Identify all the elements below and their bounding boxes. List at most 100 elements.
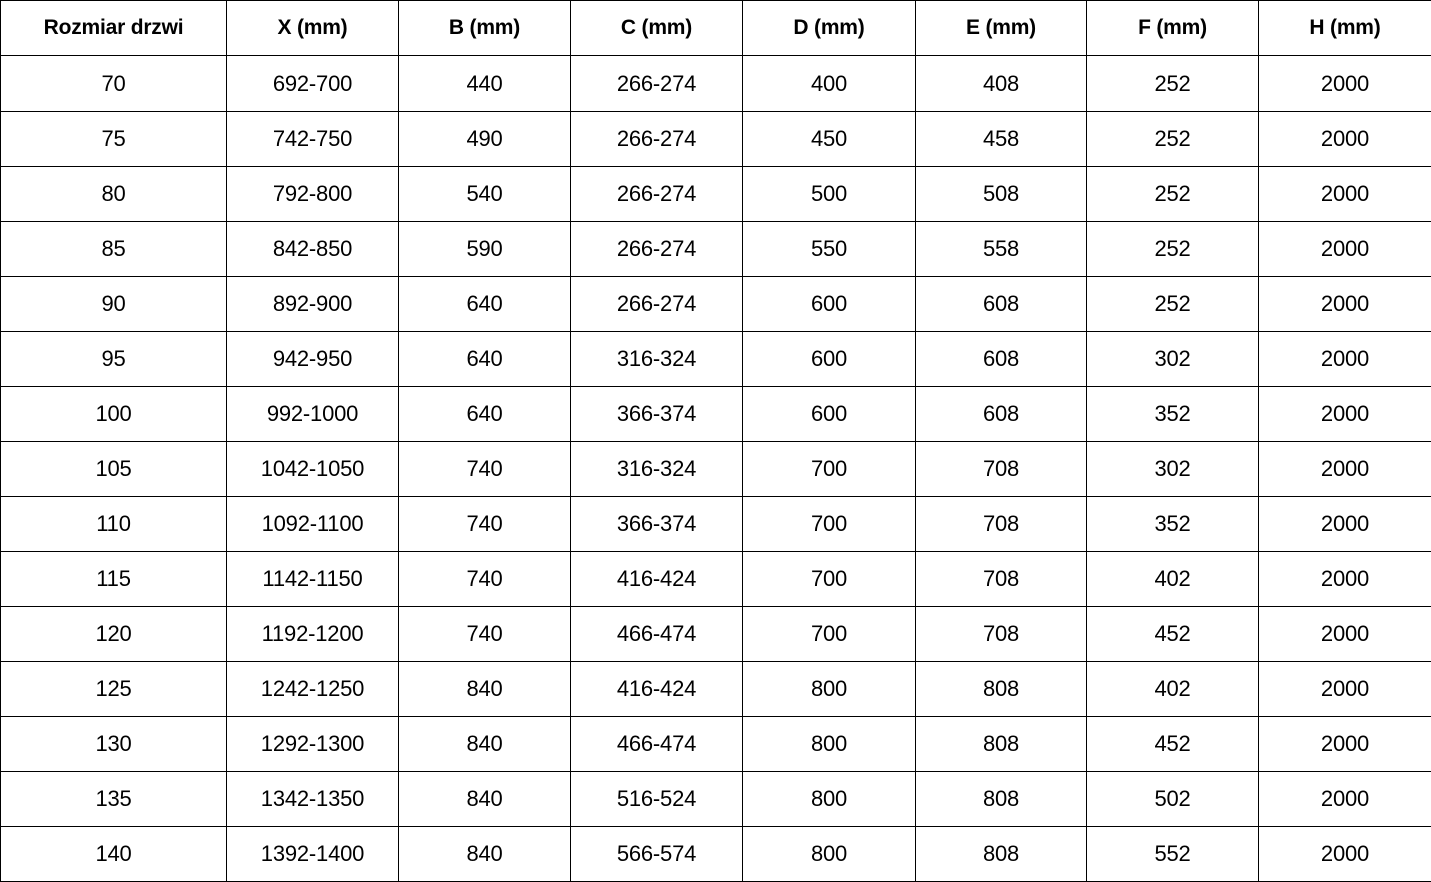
table-cell: 85 xyxy=(1,222,227,277)
table-cell: 800 xyxy=(743,717,916,772)
table-cell: 266-274 xyxy=(571,56,743,112)
table-cell: 402 xyxy=(1087,662,1259,717)
table-cell: 80 xyxy=(1,167,227,222)
table-cell: 840 xyxy=(399,717,571,772)
table-cell: 708 xyxy=(916,552,1087,607)
table-cell: 252 xyxy=(1087,112,1259,167)
table-cell: 115 xyxy=(1,552,227,607)
table-cell: 792-800 xyxy=(227,167,399,222)
table-cell: 416-424 xyxy=(571,552,743,607)
table-cell: 302 xyxy=(1087,442,1259,497)
table-cell: 316-324 xyxy=(571,332,743,387)
table-cell: 700 xyxy=(743,442,916,497)
column-header-d: D (mm) xyxy=(743,1,916,56)
table-cell: 700 xyxy=(743,497,916,552)
table-cell: 2000 xyxy=(1259,717,1431,772)
table-cell: 316-324 xyxy=(571,442,743,497)
table-cell: 840 xyxy=(399,662,571,717)
table-cell: 516-524 xyxy=(571,772,743,827)
table-cell: 808 xyxy=(916,662,1087,717)
table-cell: 1342-1350 xyxy=(227,772,399,827)
table-cell: 90 xyxy=(1,277,227,332)
table-header-row: Rozmiar drzwi X (mm) B (mm) C (mm) D (mm… xyxy=(1,1,1431,56)
table-cell: 540 xyxy=(399,167,571,222)
table-cell: 1192-1200 xyxy=(227,607,399,662)
column-header-f: F (mm) xyxy=(1087,1,1259,56)
table-cell: 450 xyxy=(743,112,916,167)
table-cell: 1042-1050 xyxy=(227,442,399,497)
table-cell: 608 xyxy=(916,277,1087,332)
table-cell: 252 xyxy=(1087,277,1259,332)
table-cell: 742-750 xyxy=(227,112,399,167)
table-cell: 842-850 xyxy=(227,222,399,277)
table-cell: 2000 xyxy=(1259,56,1431,112)
table-cell: 600 xyxy=(743,277,916,332)
table-cell: 252 xyxy=(1087,56,1259,112)
table-cell: 608 xyxy=(916,387,1087,442)
table-cell: 352 xyxy=(1087,497,1259,552)
table-cell: 600 xyxy=(743,387,916,442)
table-cell: 2000 xyxy=(1259,277,1431,332)
table-cell: 992-1000 xyxy=(227,387,399,442)
table-cell: 458 xyxy=(916,112,1087,167)
table-cell: 590 xyxy=(399,222,571,277)
table-cell: 100 xyxy=(1,387,227,442)
table-cell: 640 xyxy=(399,387,571,442)
table-cell: 366-374 xyxy=(571,387,743,442)
table-cell: 508 xyxy=(916,167,1087,222)
column-header-x: X (mm) xyxy=(227,1,399,56)
table-cell: 2000 xyxy=(1259,662,1431,717)
table-cell: 2000 xyxy=(1259,387,1431,442)
table-cell: 252 xyxy=(1087,222,1259,277)
table-cell: 2000 xyxy=(1259,332,1431,387)
table-cell: 566-574 xyxy=(571,827,743,882)
table-cell: 1242-1250 xyxy=(227,662,399,717)
table-cell: 800 xyxy=(743,827,916,882)
table-cell: 640 xyxy=(399,332,571,387)
table-cell: 552 xyxy=(1087,827,1259,882)
table-cell: 1392-1400 xyxy=(227,827,399,882)
table-cell: 452 xyxy=(1087,607,1259,662)
table-cell: 1092-1100 xyxy=(227,497,399,552)
table-cell: 640 xyxy=(399,277,571,332)
table-cell: 600 xyxy=(743,332,916,387)
table-cell: 416-424 xyxy=(571,662,743,717)
table-cell: 2000 xyxy=(1259,607,1431,662)
table-cell: 840 xyxy=(399,772,571,827)
table-cell: 550 xyxy=(743,222,916,277)
table-cell: 70 xyxy=(1,56,227,112)
table-cell: 302 xyxy=(1087,332,1259,387)
column-header-e: E (mm) xyxy=(916,1,1087,56)
table-cell: 266-274 xyxy=(571,277,743,332)
table-cell: 352 xyxy=(1087,387,1259,442)
table-cell: 708 xyxy=(916,442,1087,497)
table-cell: 502 xyxy=(1087,772,1259,827)
table-cell: 105 xyxy=(1,442,227,497)
table-cell: 942-950 xyxy=(227,332,399,387)
table-cell: 708 xyxy=(916,497,1087,552)
table-cell: 2000 xyxy=(1259,552,1431,607)
table-cell: 75 xyxy=(1,112,227,167)
table-cell: 1142-1150 xyxy=(227,552,399,607)
table-cell: 135 xyxy=(1,772,227,827)
table-cell: 266-274 xyxy=(571,167,743,222)
table-cell: 266-274 xyxy=(571,222,743,277)
table-cell: 110 xyxy=(1,497,227,552)
table-header: Rozmiar drzwi X (mm) B (mm) C (mm) D (mm… xyxy=(1,1,1431,56)
table-cell: 140 xyxy=(1,827,227,882)
table-cell: 2000 xyxy=(1259,827,1431,882)
table-cell: 500 xyxy=(743,167,916,222)
table-cell: 558 xyxy=(916,222,1087,277)
table-cell: 808 xyxy=(916,772,1087,827)
table-cell: 408 xyxy=(916,56,1087,112)
